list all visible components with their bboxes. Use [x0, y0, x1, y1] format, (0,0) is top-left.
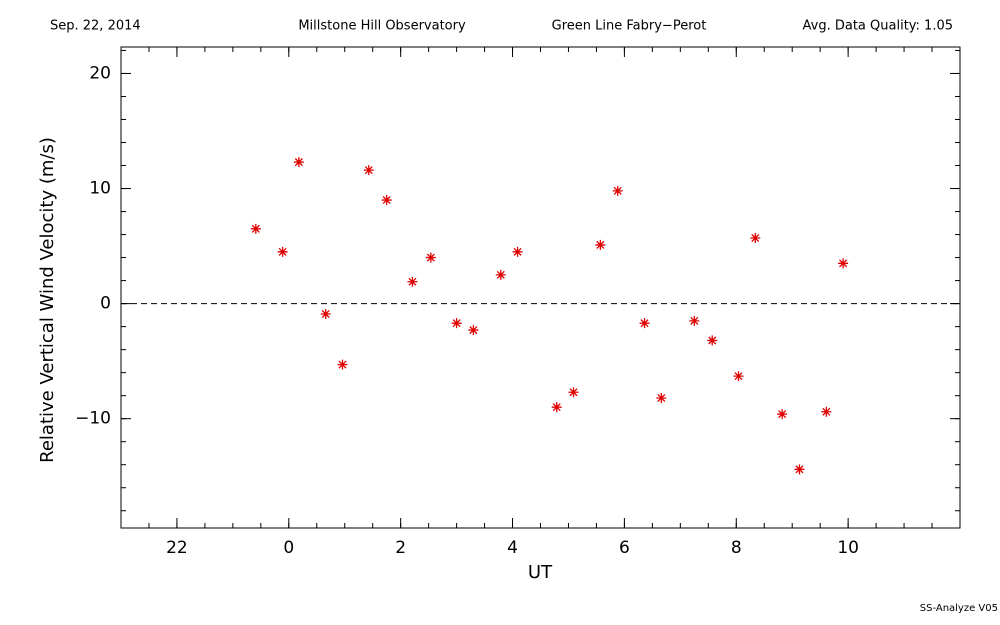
x-tick-label: 6 [619, 538, 630, 558]
data-point [277, 246, 288, 257]
y-axis-label: Relative Vertical Wind Velocity (m/s) [37, 137, 58, 463]
date: Sep. 22, 2014 [50, 19, 141, 34]
data-point [551, 402, 562, 413]
y-tick-label: 10 [89, 179, 111, 199]
data-point [250, 223, 261, 234]
data-point [425, 252, 436, 263]
x-tick-label: 4 [507, 538, 518, 558]
x-tick-label: 8 [731, 538, 742, 558]
instrument: Green Line Fabry−Perot [552, 19, 707, 34]
plot-frame [120, 46, 961, 529]
x-tick-label: 0 [283, 538, 294, 558]
data-point [794, 464, 805, 475]
data-point [568, 387, 579, 398]
data-point [777, 409, 788, 420]
observatory: Millstone Hill Observatory [298, 19, 466, 34]
y-tick-label: 20 [89, 63, 111, 83]
data-point [838, 258, 849, 269]
x-axis-label: UT [528, 562, 553, 583]
footer: SS-Analyze V05 [920, 603, 998, 614]
data-point [595, 239, 606, 250]
data-point [733, 371, 744, 382]
y-tick-label: 0 [100, 294, 111, 314]
data-point [639, 318, 650, 329]
x-tick-label: 2 [395, 538, 406, 558]
data-point [821, 406, 832, 417]
data-point [707, 335, 718, 346]
data-point [656, 392, 667, 403]
x-tick-label: 10 [837, 538, 859, 558]
data-point [612, 185, 623, 196]
data-point [320, 308, 331, 319]
data-point [293, 157, 304, 168]
data-point [495, 269, 506, 280]
x-tick-label: 22 [166, 538, 188, 558]
data-point [451, 318, 462, 329]
data-point [337, 359, 348, 370]
data-point [407, 276, 418, 287]
data-quality: Avg. Data Quality: 1.05 [803, 19, 953, 34]
data-point [381, 195, 392, 206]
data-point [363, 165, 374, 176]
data-point [689, 315, 700, 326]
data-point [512, 246, 523, 257]
data-point [750, 233, 761, 244]
y-tick-label: −10 [75, 409, 111, 429]
data-point [468, 325, 479, 336]
